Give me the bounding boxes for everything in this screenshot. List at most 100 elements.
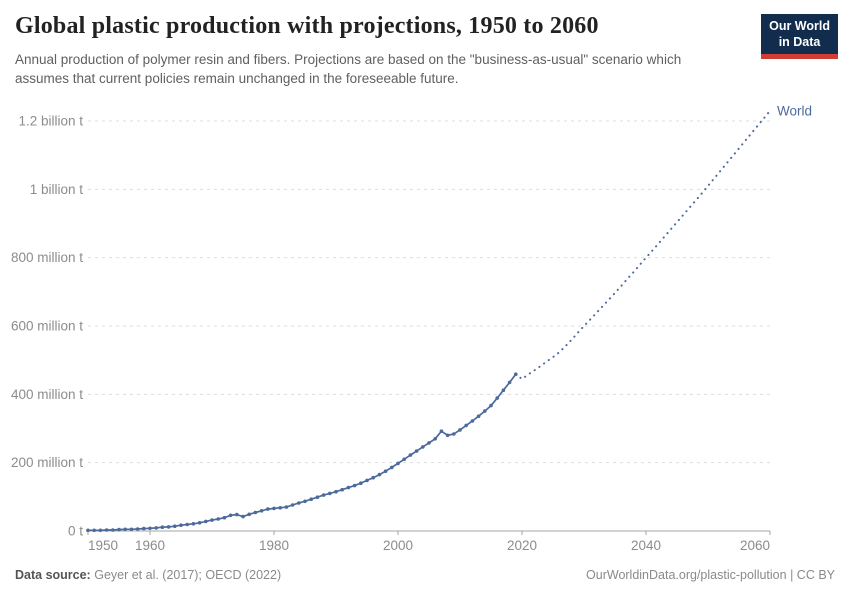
data-point[interactable] (433, 437, 438, 441)
data-point[interactable] (427, 441, 431, 445)
data-point[interactable] (309, 497, 314, 502)
data-point[interactable] (98, 528, 103, 533)
footer: Data source: Geyer et al. (2017); OECD (… (0, 568, 850, 582)
data-point[interactable] (241, 514, 245, 519)
data-point[interactable] (228, 513, 233, 518)
data-point[interactable] (464, 423, 469, 428)
data-point[interactable] (191, 522, 196, 526)
data-point[interactable] (390, 465, 394, 470)
data-point[interactable] (290, 503, 295, 507)
series-line-world-historical[interactable] (88, 373, 517, 532)
data-source: Data source: Geyer et al. (2017); OECD (… (15, 568, 281, 582)
data-point[interactable] (104, 528, 109, 532)
y-axis-tick-label: 0 t (68, 524, 83, 539)
data-point[interactable] (135, 527, 140, 531)
data-point[interactable] (383, 469, 388, 474)
data-point[interactable] (346, 485, 351, 490)
footer-separator: | (786, 568, 797, 582)
data-point[interactable] (266, 507, 270, 511)
data-point[interactable] (166, 525, 171, 529)
data-point[interactable] (160, 525, 165, 529)
data-point[interactable] (86, 528, 90, 533)
data-point[interactable] (284, 505, 289, 509)
data-point[interactable] (321, 493, 326, 497)
data-point[interactable] (365, 478, 369, 483)
data-point[interactable] (173, 524, 177, 528)
page-title: Global plastic production with projectio… (15, 13, 599, 39)
owid-logo-line2: in Data (778, 34, 821, 49)
data-point[interactable] (414, 449, 419, 453)
data-point[interactable] (303, 499, 307, 504)
data-point[interactable] (117, 527, 121, 532)
data-point[interactable] (179, 523, 183, 527)
data-point[interactable] (359, 481, 363, 486)
owid-logo-line1: Our World (769, 19, 830, 33)
series-label-world[interactable]: World (777, 103, 812, 118)
data-point[interactable] (507, 380, 512, 385)
data-point[interactable] (197, 521, 202, 525)
data-point[interactable] (402, 457, 407, 462)
data-point[interactable] (340, 487, 345, 492)
y-axis-tick-label: 600 million t (11, 319, 83, 334)
data-point[interactable] (352, 483, 357, 488)
data-point[interactable] (408, 453, 413, 457)
data-point[interactable] (235, 512, 239, 517)
data-point[interactable] (278, 506, 283, 510)
data-point[interactable] (328, 491, 332, 496)
data-point[interactable] (142, 526, 146, 531)
data-point[interactable] (396, 461, 400, 466)
data-point[interactable] (154, 526, 158, 530)
y-axis-tick-label: 800 million t (11, 250, 83, 265)
x-axis-tick-label: 2040 (631, 538, 661, 553)
data-point[interactable] (377, 472, 382, 477)
data-point[interactable] (216, 517, 220, 521)
data-point[interactable] (210, 518, 214, 522)
data-point[interactable] (495, 396, 500, 400)
data-source-value: Geyer et al. (2017); OECD (2022) (94, 568, 282, 582)
data-point[interactable] (470, 419, 475, 423)
series-line-world-projection[interactable] (514, 109, 771, 381)
data-point[interactable] (501, 388, 506, 393)
data-point[interactable] (297, 501, 301, 505)
x-axis-tick-label: 1960 (135, 538, 165, 553)
data-point[interactable] (92, 528, 96, 533)
data-point[interactable] (123, 527, 127, 532)
x-axis-tick-label: 2060 (740, 538, 770, 553)
data-point[interactable] (334, 489, 338, 494)
data-point[interactable] (458, 428, 462, 432)
data-point[interactable] (253, 510, 258, 515)
x-axis-tick-label: 2000 (383, 538, 413, 553)
owid-link[interactable]: OurWorldinData.org/plastic-pollution (586, 568, 787, 582)
x-axis-tick-label: 1980 (259, 538, 289, 553)
data-point[interactable] (185, 522, 189, 527)
data-point[interactable] (148, 526, 152, 531)
y-axis-tick-label: 1.2 billion t (18, 114, 83, 129)
data-point[interactable] (445, 433, 450, 438)
data-point[interactable] (129, 527, 134, 532)
data-point[interactable] (489, 403, 493, 408)
footer-links: OurWorldinData.org/plastic-pollution | C… (586, 568, 835, 582)
data-point[interactable] (371, 475, 376, 480)
data-point[interactable] (259, 509, 264, 513)
data-point[interactable] (222, 515, 227, 520)
data-point[interactable] (111, 528, 115, 532)
data-point[interactable] (452, 432, 456, 436)
data-point[interactable] (439, 429, 444, 434)
data-point[interactable] (272, 506, 276, 511)
owid-logo[interactable]: Our World in Data (761, 14, 838, 60)
data-point[interactable] (421, 445, 425, 449)
data-point[interactable] (476, 414, 481, 419)
data-point[interactable] (315, 495, 320, 500)
data-point[interactable] (483, 409, 487, 413)
y-axis-tick-label: 200 million t (11, 455, 83, 470)
license-link[interactable]: CC BY (796, 568, 835, 582)
y-axis-tick-label: 1 billion t (30, 182, 84, 197)
x-axis-tick-label: 2020 (507, 538, 537, 553)
chart-subtitle: Annual production of polymer resin and f… (15, 52, 682, 86)
y-axis-tick-label: 400 million t (11, 387, 83, 402)
data-point[interactable] (247, 512, 251, 517)
data-point[interactable] (204, 519, 208, 524)
data-source-label: Data source: (15, 568, 91, 582)
